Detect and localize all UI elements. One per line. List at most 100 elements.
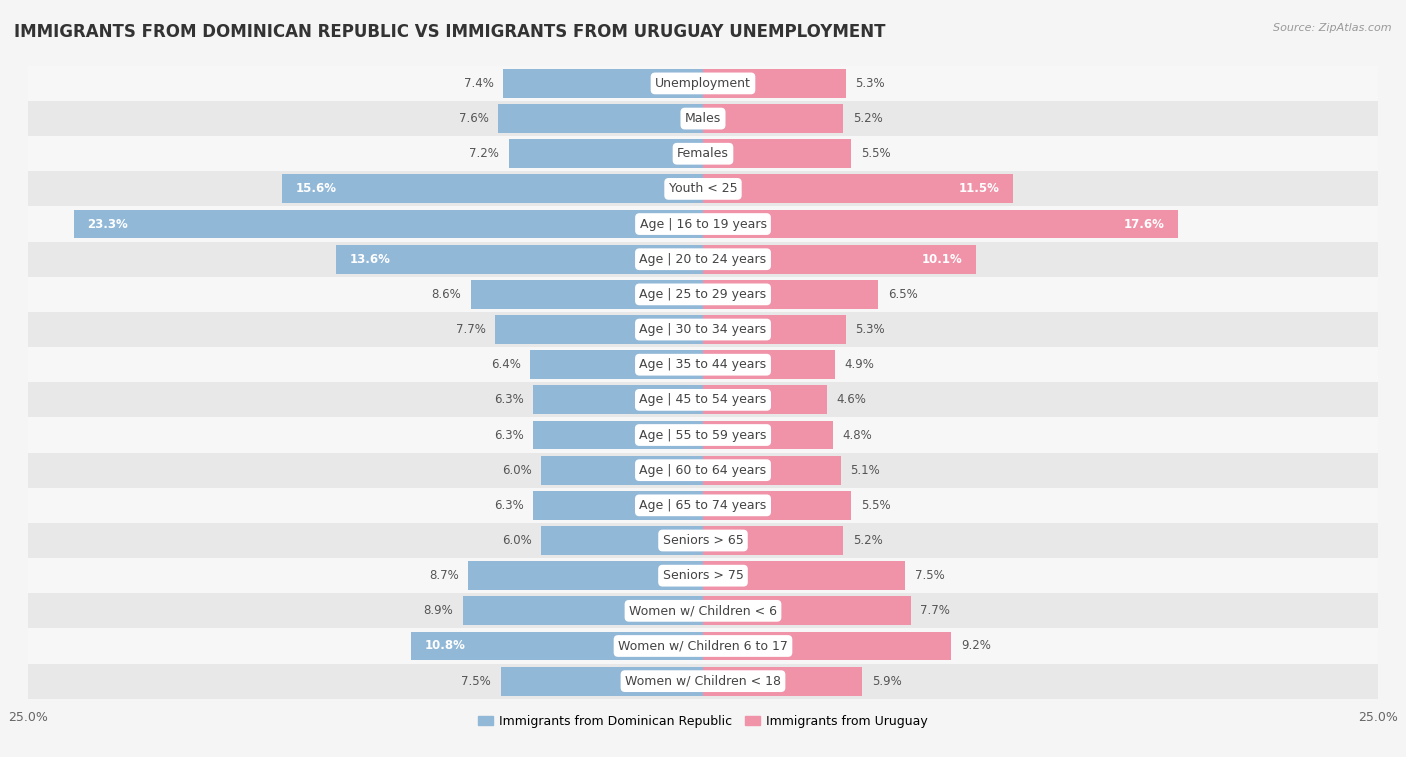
Bar	[28, 628, 1378, 664]
Text: 4.9%: 4.9%	[845, 358, 875, 371]
Text: Males: Males	[685, 112, 721, 125]
Bar	[541, 526, 703, 555]
Text: 7.7%: 7.7%	[921, 604, 950, 617]
Bar	[533, 421, 703, 450]
Bar	[703, 245, 976, 273]
Text: Seniors > 75: Seniors > 75	[662, 569, 744, 582]
Text: 11.5%: 11.5%	[959, 182, 1000, 195]
Text: Age | 25 to 29 years: Age | 25 to 29 years	[640, 288, 766, 301]
Text: 15.6%: 15.6%	[295, 182, 336, 195]
Text: 7.6%: 7.6%	[458, 112, 488, 125]
Text: Youth < 25: Youth < 25	[669, 182, 737, 195]
Text: Age | 20 to 24 years: Age | 20 to 24 years	[640, 253, 766, 266]
Text: 5.9%: 5.9%	[872, 674, 901, 687]
Bar	[28, 664, 1378, 699]
Text: 6.3%: 6.3%	[494, 428, 523, 441]
Text: Women w/ Children < 18: Women w/ Children < 18	[626, 674, 780, 687]
Text: 6.3%: 6.3%	[494, 394, 523, 407]
Text: 10.8%: 10.8%	[425, 640, 465, 653]
Bar	[412, 631, 703, 660]
Bar	[703, 69, 846, 98]
Text: 23.3%: 23.3%	[87, 217, 128, 231]
Text: Age | 16 to 19 years: Age | 16 to 19 years	[640, 217, 766, 231]
Bar	[530, 350, 703, 379]
Bar	[703, 350, 835, 379]
Text: 13.6%: 13.6%	[349, 253, 391, 266]
Bar	[703, 526, 844, 555]
Bar	[468, 561, 703, 590]
Text: 17.6%: 17.6%	[1123, 217, 1164, 231]
Bar	[703, 561, 905, 590]
Bar	[703, 597, 911, 625]
Bar	[533, 385, 703, 414]
Text: 7.5%: 7.5%	[461, 674, 491, 687]
Bar	[336, 245, 703, 273]
Text: 6.3%: 6.3%	[494, 499, 523, 512]
Text: 8.6%: 8.6%	[432, 288, 461, 301]
Text: Age | 65 to 74 years: Age | 65 to 74 years	[640, 499, 766, 512]
Bar	[471, 280, 703, 309]
Text: 4.6%: 4.6%	[837, 394, 866, 407]
Text: Women w/ Children 6 to 17: Women w/ Children 6 to 17	[619, 640, 787, 653]
Bar	[463, 597, 703, 625]
Text: 5.2%: 5.2%	[853, 112, 883, 125]
Bar	[28, 593, 1378, 628]
Bar	[533, 491, 703, 520]
Bar	[28, 488, 1378, 523]
Bar	[28, 66, 1378, 101]
Bar	[498, 104, 703, 133]
Bar	[703, 421, 832, 450]
Bar	[28, 382, 1378, 417]
Text: IMMIGRANTS FROM DOMINICAN REPUBLIC VS IMMIGRANTS FROM URUGUAY UNEMPLOYMENT: IMMIGRANTS FROM DOMINICAN REPUBLIC VS IM…	[14, 23, 886, 41]
Bar	[703, 456, 841, 484]
Text: Women w/ Children < 6: Women w/ Children < 6	[628, 604, 778, 617]
Bar	[703, 104, 844, 133]
Text: Age | 60 to 64 years: Age | 60 to 64 years	[640, 464, 766, 477]
Text: 7.7%: 7.7%	[456, 323, 485, 336]
Bar	[703, 315, 846, 344]
Bar	[703, 139, 852, 168]
Bar	[703, 280, 879, 309]
Bar	[28, 523, 1378, 558]
Bar	[28, 207, 1378, 241]
Bar	[75, 210, 703, 238]
Text: 8.7%: 8.7%	[429, 569, 458, 582]
Text: 10.1%: 10.1%	[921, 253, 962, 266]
Bar	[28, 453, 1378, 488]
Bar	[703, 385, 827, 414]
Bar	[28, 312, 1378, 347]
Text: Unemployment: Unemployment	[655, 77, 751, 90]
Bar	[28, 347, 1378, 382]
Text: 6.4%: 6.4%	[491, 358, 520, 371]
Text: 6.0%: 6.0%	[502, 534, 531, 547]
Bar	[501, 667, 703, 696]
Bar	[495, 315, 703, 344]
Bar	[703, 491, 852, 520]
Bar	[703, 210, 1178, 238]
Text: 5.5%: 5.5%	[860, 148, 890, 160]
Text: 5.3%: 5.3%	[855, 77, 886, 90]
Text: Age | 45 to 54 years: Age | 45 to 54 years	[640, 394, 766, 407]
Text: 5.2%: 5.2%	[853, 534, 883, 547]
Bar	[28, 101, 1378, 136]
Text: 5.5%: 5.5%	[860, 499, 890, 512]
Bar	[703, 667, 862, 696]
Bar	[28, 241, 1378, 277]
Text: 8.9%: 8.9%	[423, 604, 453, 617]
Bar	[28, 417, 1378, 453]
Bar	[703, 631, 952, 660]
Text: 4.8%: 4.8%	[842, 428, 872, 441]
Bar	[541, 456, 703, 484]
Text: 6.0%: 6.0%	[502, 464, 531, 477]
Text: 7.4%: 7.4%	[464, 77, 494, 90]
Text: Females: Females	[678, 148, 728, 160]
Text: 7.5%: 7.5%	[915, 569, 945, 582]
Bar	[28, 558, 1378, 593]
Bar	[28, 171, 1378, 207]
Text: 5.1%: 5.1%	[851, 464, 880, 477]
Text: Age | 30 to 34 years: Age | 30 to 34 years	[640, 323, 766, 336]
Text: Age | 55 to 59 years: Age | 55 to 59 years	[640, 428, 766, 441]
Bar	[281, 174, 703, 204]
Text: Seniors > 65: Seniors > 65	[662, 534, 744, 547]
Bar	[509, 139, 703, 168]
